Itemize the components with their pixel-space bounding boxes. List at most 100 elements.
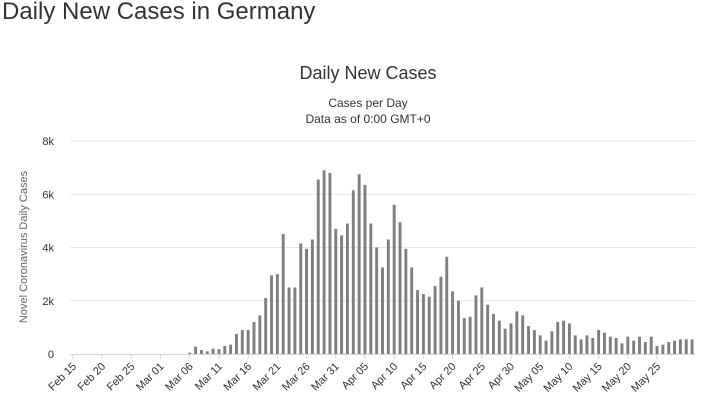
bar-series bbox=[188, 170, 694, 354]
bar bbox=[451, 291, 455, 354]
bar bbox=[340, 235, 344, 354]
bar bbox=[316, 179, 320, 354]
chart-subtitle-line-1: Cases per Day bbox=[328, 96, 407, 110]
y-tick-label: 6k bbox=[42, 189, 54, 201]
x-tick-label: Apr 10 bbox=[369, 361, 400, 392]
bar bbox=[351, 190, 355, 354]
x-tick-label: May 10 bbox=[542, 361, 576, 395]
bar bbox=[456, 300, 460, 354]
bar bbox=[433, 286, 437, 354]
bar bbox=[305, 248, 309, 354]
x-tick-label: Mar 11 bbox=[193, 361, 225, 393]
bar bbox=[287, 287, 291, 354]
x-tick-label: Feb 20 bbox=[76, 361, 109, 394]
bar bbox=[556, 322, 560, 354]
y-tick-label: 8k bbox=[42, 136, 54, 148]
bar bbox=[398, 222, 402, 354]
bar bbox=[579, 339, 583, 354]
bar bbox=[410, 267, 414, 354]
bar bbox=[293, 287, 297, 354]
bar bbox=[281, 234, 285, 354]
chart-title: Daily New Cases bbox=[299, 63, 436, 83]
bar bbox=[240, 330, 244, 354]
bar bbox=[673, 340, 677, 354]
bar bbox=[614, 338, 618, 354]
bar bbox=[550, 331, 554, 354]
bar bbox=[381, 267, 384, 354]
x-tick-label: Mar 26 bbox=[280, 361, 313, 394]
bar bbox=[486, 304, 490, 354]
y-axis-ticks: 0 2k 4k 6k 8k bbox=[42, 136, 54, 361]
bar bbox=[521, 315, 525, 354]
bar bbox=[603, 332, 606, 354]
bar bbox=[275, 274, 279, 354]
bar bbox=[497, 320, 501, 354]
bar bbox=[538, 335, 542, 354]
bar bbox=[503, 328, 507, 354]
bar bbox=[252, 322, 256, 354]
bar bbox=[532, 330, 536, 354]
y-tick-label: 0 bbox=[48, 349, 54, 361]
bar bbox=[632, 340, 636, 354]
bar bbox=[468, 316, 472, 354]
bar bbox=[375, 247, 379, 354]
bar bbox=[328, 172, 332, 354]
bar bbox=[363, 184, 367, 354]
x-tick-label: Feb 25 bbox=[105, 361, 138, 394]
x-tick-label: May 05 bbox=[512, 361, 546, 395]
bar bbox=[649, 336, 653, 354]
bar bbox=[591, 338, 595, 354]
y-tick-label: 2k bbox=[42, 296, 54, 308]
bar bbox=[188, 352, 192, 354]
bar bbox=[667, 342, 671, 354]
bar bbox=[585, 335, 589, 354]
bar bbox=[462, 318, 466, 354]
x-tick-label: Mar 21 bbox=[251, 361, 284, 394]
bar bbox=[386, 239, 390, 354]
bar bbox=[199, 350, 203, 354]
bar bbox=[229, 344, 233, 354]
bar bbox=[334, 228, 338, 354]
x-tick-label: May 20 bbox=[600, 361, 634, 395]
bar bbox=[310, 239, 314, 354]
bar bbox=[567, 323, 571, 354]
bar bbox=[492, 314, 495, 354]
bar bbox=[527, 326, 530, 354]
x-tick-label: Mar 06 bbox=[163, 361, 196, 394]
bar bbox=[392, 204, 396, 354]
x-tick-label: May 25 bbox=[629, 361, 663, 395]
bar bbox=[194, 346, 198, 354]
x-tick-label: Apr 20 bbox=[427, 361, 458, 392]
page-heading: Daily New Cases in Germany bbox=[2, 0, 316, 25]
bar bbox=[421, 294, 425, 354]
x-tick-label: Mar 01 bbox=[134, 361, 167, 394]
bar bbox=[235, 334, 238, 354]
bar bbox=[322, 170, 326, 354]
bar bbox=[369, 223, 373, 354]
x-tick-label: Mar 16 bbox=[222, 361, 255, 394]
bar bbox=[678, 339, 682, 354]
bar bbox=[345, 223, 349, 354]
bar bbox=[509, 323, 513, 354]
bar bbox=[357, 174, 361, 354]
bar bbox=[299, 243, 303, 354]
x-tick-label: May 15 bbox=[571, 361, 605, 395]
bar bbox=[246, 330, 250, 354]
bar bbox=[480, 287, 484, 354]
bar bbox=[270, 275, 273, 354]
x-tick-label: Feb 15 bbox=[46, 361, 79, 394]
x-tick-label: Apr 15 bbox=[398, 361, 429, 392]
y-tick-label: 4k bbox=[42, 243, 54, 255]
bar bbox=[638, 336, 641, 354]
bar bbox=[439, 276, 443, 354]
bar bbox=[211, 348, 215, 354]
bar bbox=[684, 339, 688, 354]
bar bbox=[416, 290, 420, 354]
x-tick-label: Mar 31 bbox=[309, 361, 342, 394]
bar bbox=[264, 298, 268, 354]
bar bbox=[655, 346, 659, 354]
bar bbox=[404, 248, 408, 354]
